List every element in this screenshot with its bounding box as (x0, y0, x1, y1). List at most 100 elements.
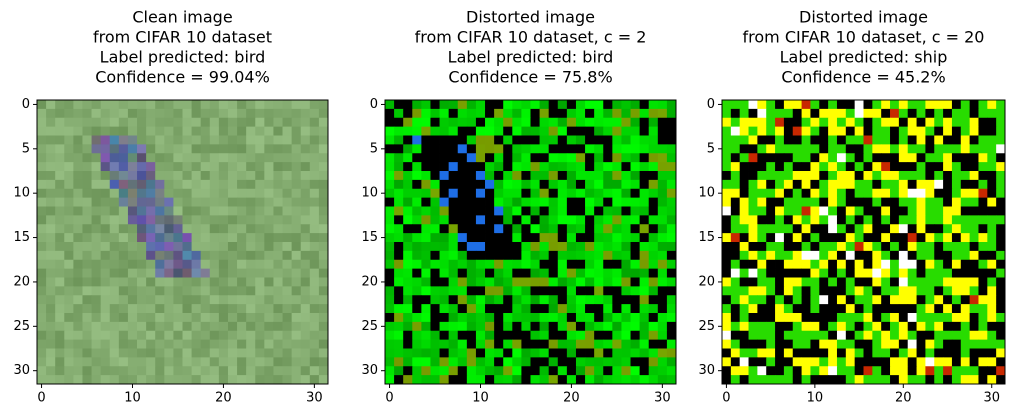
pixel (810, 251, 819, 260)
pixel (319, 278, 328, 287)
pixel (766, 286, 775, 295)
pixel (531, 375, 540, 384)
pixel (864, 153, 873, 162)
pixel (512, 251, 521, 260)
pixel (952, 322, 961, 331)
pixel (82, 349, 91, 358)
pixel (952, 340, 961, 349)
pixel (301, 118, 310, 127)
pixel (978, 313, 987, 322)
pixel (917, 171, 926, 180)
pixel (943, 189, 952, 198)
pixel (722, 136, 731, 145)
pixel (421, 295, 430, 304)
pixel (837, 100, 846, 109)
pixel (837, 233, 846, 242)
pixel (819, 198, 828, 207)
pixel (567, 286, 576, 295)
pixel (246, 215, 255, 224)
pixel (594, 366, 603, 375)
pixel (467, 366, 476, 375)
pixel (421, 349, 430, 358)
pixel (101, 118, 110, 127)
pixel (540, 198, 549, 207)
pixel (503, 153, 512, 162)
pixel (558, 242, 567, 251)
pixel (237, 215, 246, 224)
pixel (228, 136, 237, 145)
pixel (82, 375, 91, 384)
pixel (137, 322, 146, 331)
pixel (119, 118, 128, 127)
pixel (961, 144, 970, 153)
pixel (802, 162, 811, 171)
pixel (485, 269, 494, 278)
pixel (55, 375, 64, 384)
pixel (631, 313, 640, 322)
pixel (925, 286, 934, 295)
pixel (494, 215, 503, 224)
pixel (775, 349, 784, 358)
pixel (996, 224, 1005, 233)
pixel (837, 349, 846, 358)
pixel (55, 357, 64, 366)
pixel (775, 153, 784, 162)
pixel (621, 278, 630, 287)
pixel (978, 198, 987, 207)
pixel (740, 224, 749, 233)
pixel (810, 322, 819, 331)
pixel (649, 171, 658, 180)
pixel (246, 260, 255, 269)
pixel (237, 304, 246, 313)
pixel (394, 340, 403, 349)
pixel (567, 366, 576, 375)
pixel (846, 109, 855, 118)
pixel (55, 136, 64, 145)
pixel (908, 198, 917, 207)
pixel (210, 224, 219, 233)
pixel (594, 340, 603, 349)
pixel (512, 322, 521, 331)
pixel (503, 322, 512, 331)
pixel (576, 180, 585, 189)
pixel (846, 233, 855, 242)
pixel (731, 100, 740, 109)
pixel (412, 375, 421, 384)
pixel (934, 366, 943, 375)
pixel (310, 207, 319, 216)
pixel (183, 260, 192, 269)
pixel (837, 322, 846, 331)
pixel (273, 251, 282, 260)
pixel (449, 233, 458, 242)
pixel (640, 171, 649, 180)
pixel (219, 269, 228, 278)
pixel (310, 331, 319, 340)
pixel (512, 375, 521, 384)
pixel (667, 162, 676, 171)
pixel (810, 295, 819, 304)
pixel (640, 322, 649, 331)
pixel (567, 260, 576, 269)
pixel (603, 304, 612, 313)
pixel (855, 349, 864, 358)
pixel (301, 313, 310, 322)
pixel (621, 304, 630, 313)
pixel (558, 278, 567, 287)
pixel (485, 313, 494, 322)
pixel (890, 109, 899, 118)
pixel (101, 278, 110, 287)
pixel (908, 349, 917, 358)
pixel (658, 295, 667, 304)
pixel (558, 313, 567, 322)
pixel (237, 233, 246, 242)
pixel (640, 295, 649, 304)
pixel (440, 278, 449, 287)
pixel (73, 331, 82, 340)
pixel (385, 313, 394, 322)
pixel (567, 357, 576, 366)
pixel (621, 251, 630, 260)
pixel (512, 171, 521, 180)
pixel (155, 286, 164, 295)
pixel (793, 198, 802, 207)
pixel (621, 162, 630, 171)
